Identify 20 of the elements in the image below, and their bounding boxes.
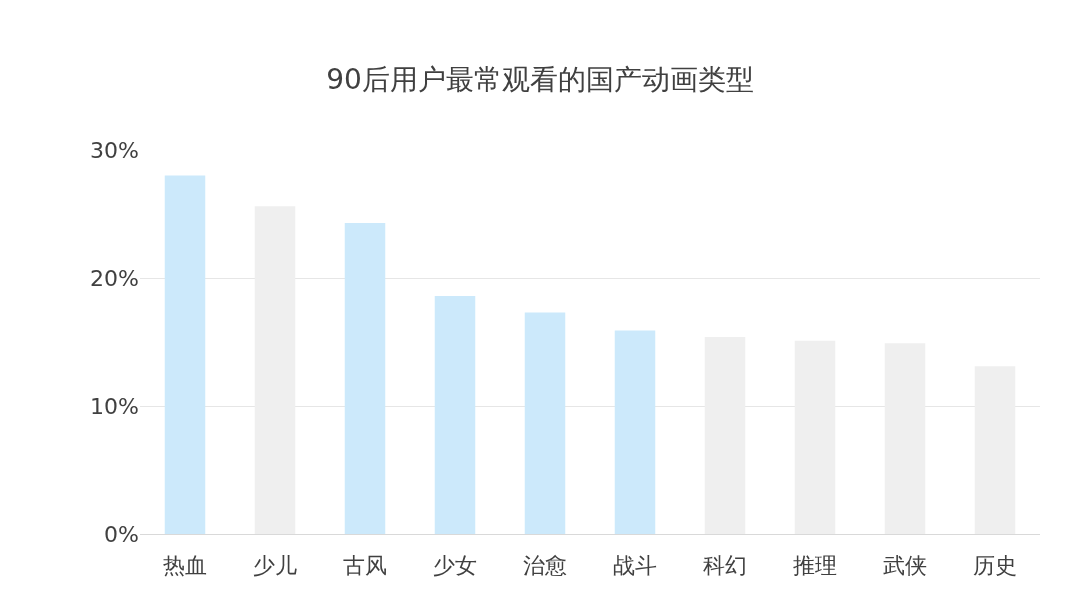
bar: [164, 175, 206, 534]
x-tick-label: 热血: [163, 553, 207, 579]
x-tick-label: 历史: [973, 553, 1017, 579]
x-tick-label: 古风: [343, 553, 387, 579]
chart-title: 90后用户最常观看的国产动画类型: [326, 62, 754, 96]
x-tick-label: 武侠: [883, 553, 927, 579]
y-tick-label: 0%: [104, 521, 139, 547]
bar: [614, 330, 656, 534]
x-tick-label: 治愈: [523, 553, 567, 579]
x-tick-label: 科幻: [703, 553, 747, 579]
y-tick-label: 30%: [90, 137, 139, 163]
y-tick-label: 10%: [90, 393, 139, 419]
x-tick-label: 少女: [433, 553, 477, 579]
x-tick-label: 推理: [793, 553, 837, 579]
x-tick-label: 少儿: [253, 553, 297, 579]
bar: [344, 222, 386, 534]
bar: [434, 295, 476, 534]
y-tick-label: 20%: [90, 265, 139, 291]
x-tick-label: 战斗: [613, 553, 657, 579]
bar: [524, 312, 566, 534]
